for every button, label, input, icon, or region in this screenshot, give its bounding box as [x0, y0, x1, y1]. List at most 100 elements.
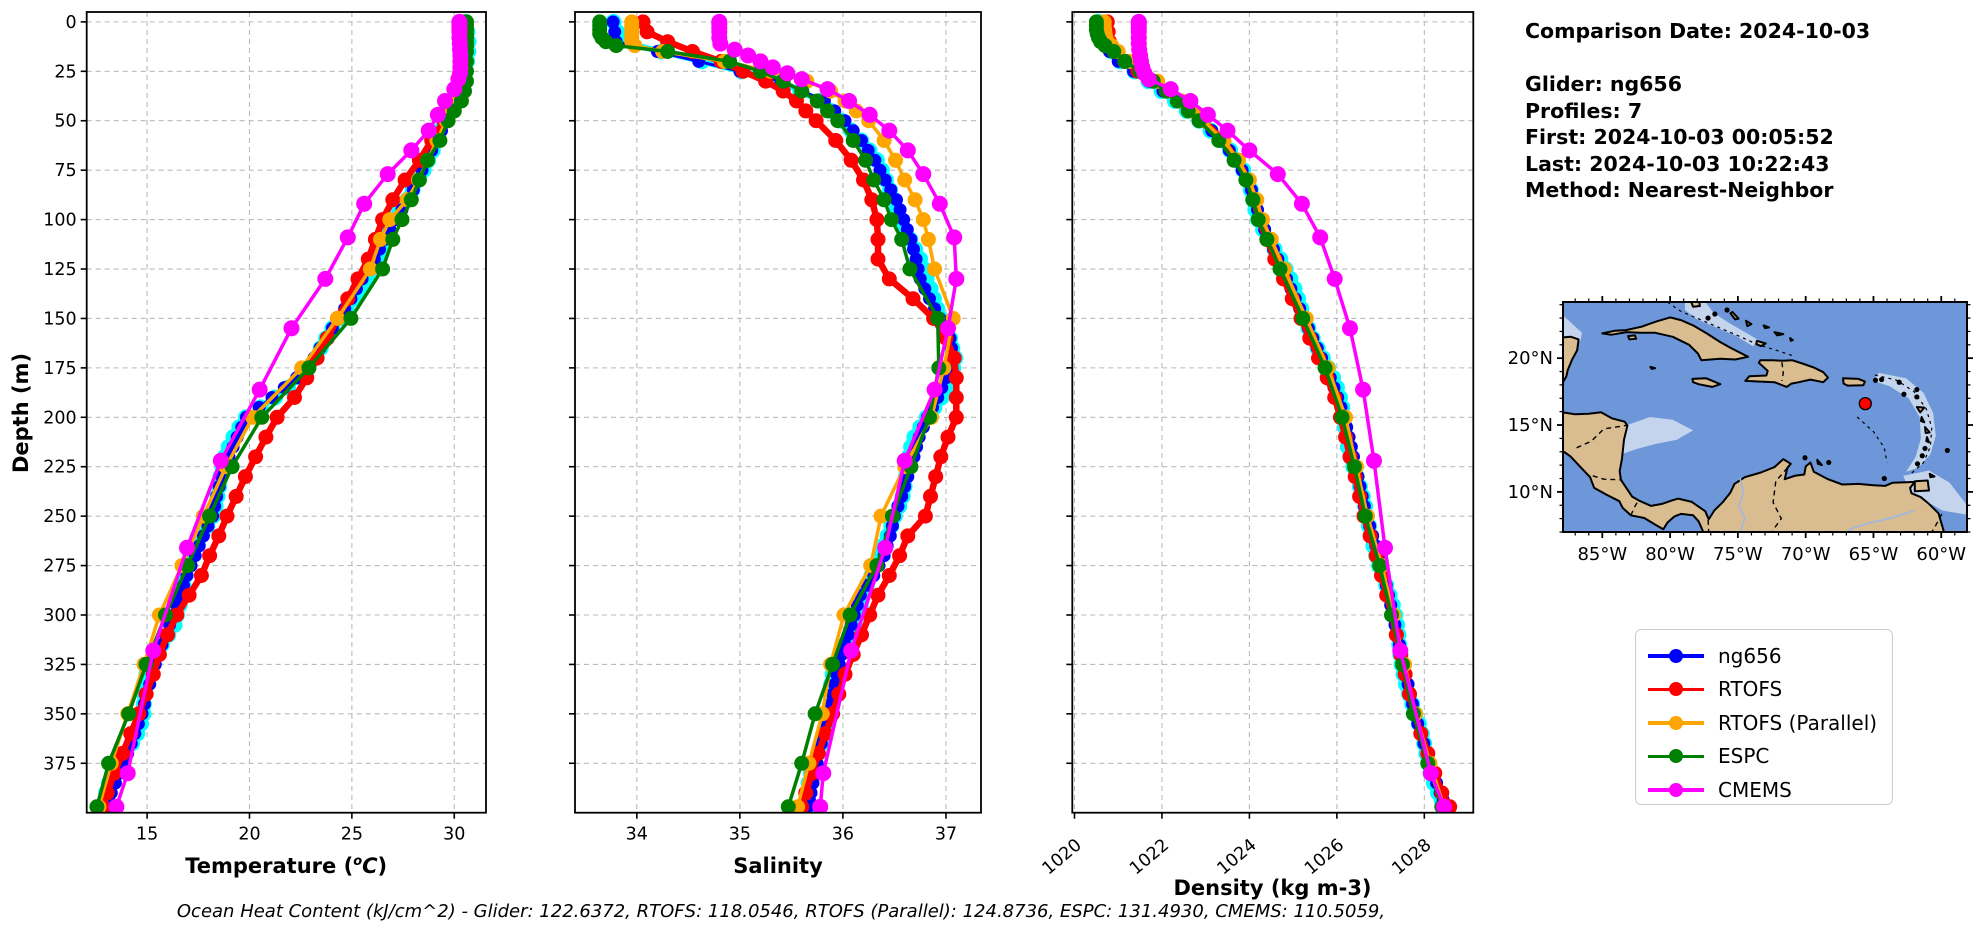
map-islet: [1802, 455, 1808, 461]
marker: [877, 539, 894, 556]
marker: [356, 195, 373, 212]
marker: [339, 229, 356, 246]
marker: [917, 508, 933, 524]
marker: [437, 93, 453, 109]
x-tick-label: 1020: [1039, 835, 1086, 879]
marker: [905, 291, 921, 307]
map-lon-label: 65°W: [1849, 544, 1899, 565]
marker: [1140, 71, 1157, 88]
map-land: [1649, 365, 1657, 370]
marker: [1357, 508, 1373, 524]
marker: [1226, 152, 1242, 168]
marker: [858, 152, 874, 168]
map-border: [1781, 362, 1785, 382]
marker: [793, 71, 810, 88]
map-lon-label: 70°W: [1781, 544, 1831, 565]
map-islet: [1919, 453, 1925, 459]
x-tick-label: 1026: [1301, 835, 1348, 879]
map-maritime-boundary: [1667, 302, 1793, 357]
marker: [251, 381, 268, 398]
marker: [1117, 53, 1133, 69]
marker: [815, 765, 832, 782]
marker: [115, 745, 130, 761]
marker: [1162, 81, 1179, 98]
map-land: [1563, 411, 1945, 532]
map-land: [1745, 319, 1753, 328]
marker: [878, 173, 892, 187]
marker: [808, 113, 824, 129]
map-glider-location-marker: [1858, 396, 1872, 411]
marker: [780, 799, 796, 813]
y-tick-label: 0: [66, 13, 77, 33]
map-land: [1928, 472, 1936, 479]
map-border: [1592, 475, 1621, 481]
density-axis-label: Density (kg m-3): [1173, 876, 1372, 900]
marker: [930, 310, 946, 326]
marker: [1366, 452, 1382, 469]
marker: [812, 798, 829, 813]
map-islet: [1944, 447, 1950, 454]
marker: [915, 166, 932, 183]
marker: [248, 449, 264, 465]
marker: [1106, 44, 1122, 59]
map-islet: [1878, 376, 1885, 383]
marker: [1241, 142, 1258, 159]
marker: [301, 360, 317, 376]
map-islet: [1705, 315, 1711, 321]
y-tick-label: 100: [43, 211, 76, 231]
marker: [841, 93, 858, 109]
marker: [926, 381, 943, 398]
marker: [819, 81, 836, 98]
y-tick-label: 125: [43, 260, 76, 280]
marker: [639, 24, 655, 40]
marker: [861, 106, 878, 123]
marker: [820, 103, 835, 119]
marker: [870, 251, 886, 267]
marker: [807, 706, 823, 722]
marker: [330, 310, 345, 326]
marker: [283, 320, 300, 337]
map-land: [1762, 324, 1771, 330]
x-tick-label: 30: [443, 825, 465, 845]
marker: [810, 745, 826, 761]
y-tick-label: 75: [54, 161, 76, 181]
map-land: [1601, 316, 1750, 362]
map-land: [1773, 331, 1785, 337]
marker: [946, 350, 962, 366]
marker: [825, 656, 841, 672]
y-tick-label: 250: [43, 507, 76, 527]
series-rtofs-parallel--salinity: [629, 20, 955, 809]
marker: [219, 508, 235, 524]
legend-marker-ng656: [1648, 648, 1704, 663]
legend-item-espc: ESPC: [1636, 740, 1892, 774]
marker: [397, 172, 413, 188]
marker: [101, 755, 117, 771]
map-land: [1789, 337, 1794, 342]
map-shallow-bank: [1685, 302, 1760, 347]
salinity-plot: 34 35 36 37: [569, 11, 982, 845]
marker: [948, 270, 965, 287]
marker: [881, 568, 897, 583]
y-tick-label: 150: [43, 309, 76, 329]
x-tick-label: 15: [136, 825, 158, 845]
marker: [828, 133, 844, 148]
legend-marker-rtofs: [1648, 682, 1704, 697]
marker: [866, 172, 882, 188]
marker: [202, 508, 218, 524]
series-rtofs-salinity: [639, 18, 960, 811]
map-land: [1691, 377, 1722, 388]
map-land: [1744, 359, 1829, 388]
series-rtofs-density: [1104, 18, 1453, 811]
marker: [888, 152, 903, 168]
legend-item-rtofs-parallel: RTOFS (Parallel): [1636, 706, 1892, 740]
map-land: [1913, 479, 1930, 493]
marker: [608, 38, 624, 54]
marker: [420, 152, 436, 168]
marker: [145, 642, 162, 659]
map-river: [1738, 477, 1746, 532]
series-cmems-density: [1137, 20, 1446, 809]
marker: [606, 15, 620, 29]
marker: [902, 261, 918, 277]
marker: [228, 488, 244, 504]
map-border: [1576, 424, 1628, 449]
